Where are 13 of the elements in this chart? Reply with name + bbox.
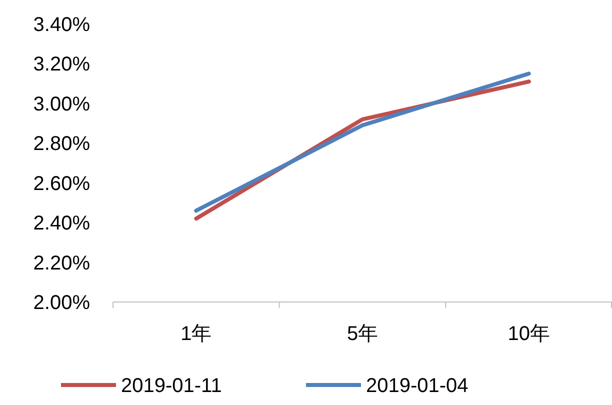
legend-label: 2019-01-11	[121, 375, 222, 397]
legend-label: 2019-01-04	[366, 375, 468, 397]
y-tick-label: 3.40%	[33, 14, 90, 36]
x-tick-label: 1年	[180, 323, 212, 345]
y-tick-label: 3.20%	[33, 54, 90, 76]
x-tick-label: 5年	[346, 323, 378, 345]
y-tick-label: 3.00%	[33, 93, 90, 116]
y-tick-label: 2.80%	[33, 133, 90, 156]
y-tick-label: 2.00%	[33, 292, 90, 314]
y-tick-label: 2.40%	[33, 212, 90, 235]
y-tick-label: 2.20%	[33, 252, 90, 274]
x-tick-label: 10年	[508, 323, 550, 345]
y-tick-label: 2.60%	[33, 172, 90, 195]
